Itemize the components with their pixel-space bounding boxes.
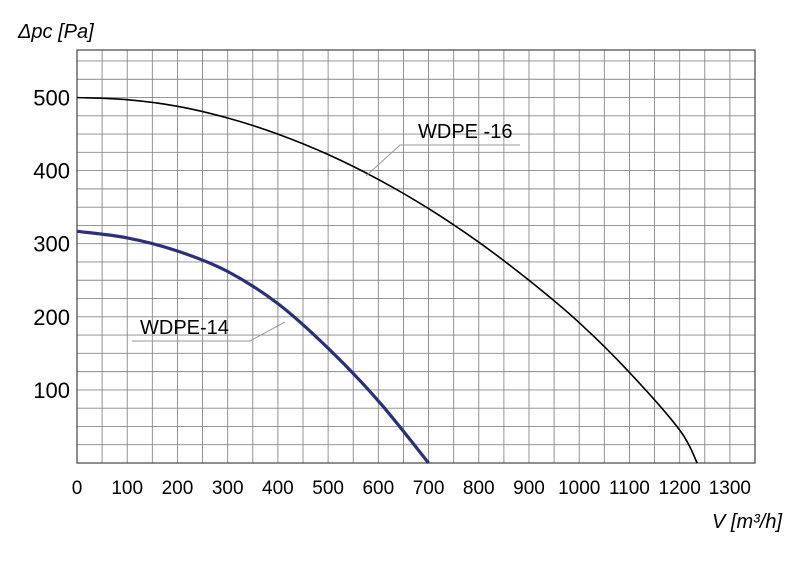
x-tick-label: 0 (72, 478, 83, 499)
x-tick-label: 300 (212, 478, 244, 499)
y-tick-label: 200 (33, 305, 70, 330)
x-tick-label: 700 (413, 478, 445, 499)
x-tick-label: 1000 (558, 478, 600, 499)
series-lines (76, 96, 698, 465)
y-tick-labels: 100 200 300 400 500 (33, 86, 70, 403)
series-labels: WDPE -16 WDPE-14 (132, 121, 520, 342)
series-line-wdpe-16 (76, 96, 698, 464)
y-tick-label: 400 (33, 159, 70, 184)
y-tick-label: 500 (33, 86, 70, 111)
x-tick-labels: 0 100 200 300 400 500 600 700 800 900 1000 1100 1200… (72, 478, 751, 499)
x-tick-label: 400 (262, 478, 294, 499)
x-tick-label: 1300 (709, 478, 751, 499)
series-label-leader-wdpe-14 (242, 321, 286, 342)
x-tick-label: 800 (463, 478, 495, 499)
x-tick-label: 600 (362, 478, 394, 499)
series-label-leader-wdpe-16 (365, 144, 412, 177)
x-tick-label: 1100 (609, 478, 650, 499)
series-label-wdpe-16: WDPE -16 (418, 121, 512, 143)
x-tick-label: 1200 (659, 478, 701, 499)
x-tick-label: 900 (513, 478, 545, 499)
y-axis-title: Δpc [Pa] (17, 21, 94, 43)
plot-frame (76, 49, 756, 464)
x-tick-label: 500 (312, 478, 344, 499)
series-line-wdpe-14 (76, 229, 430, 465)
x-tick-label: 100 (111, 478, 143, 499)
y-tick-label: 100 (33, 378, 70, 403)
grid-lines (77, 50, 755, 463)
x-axis-title: V [m³/h] (712, 511, 782, 533)
x-tick-label: 200 (162, 478, 194, 499)
y-tick-label: 300 (33, 232, 70, 257)
series-label-wdpe-14: WDPE-14 (140, 317, 229, 339)
